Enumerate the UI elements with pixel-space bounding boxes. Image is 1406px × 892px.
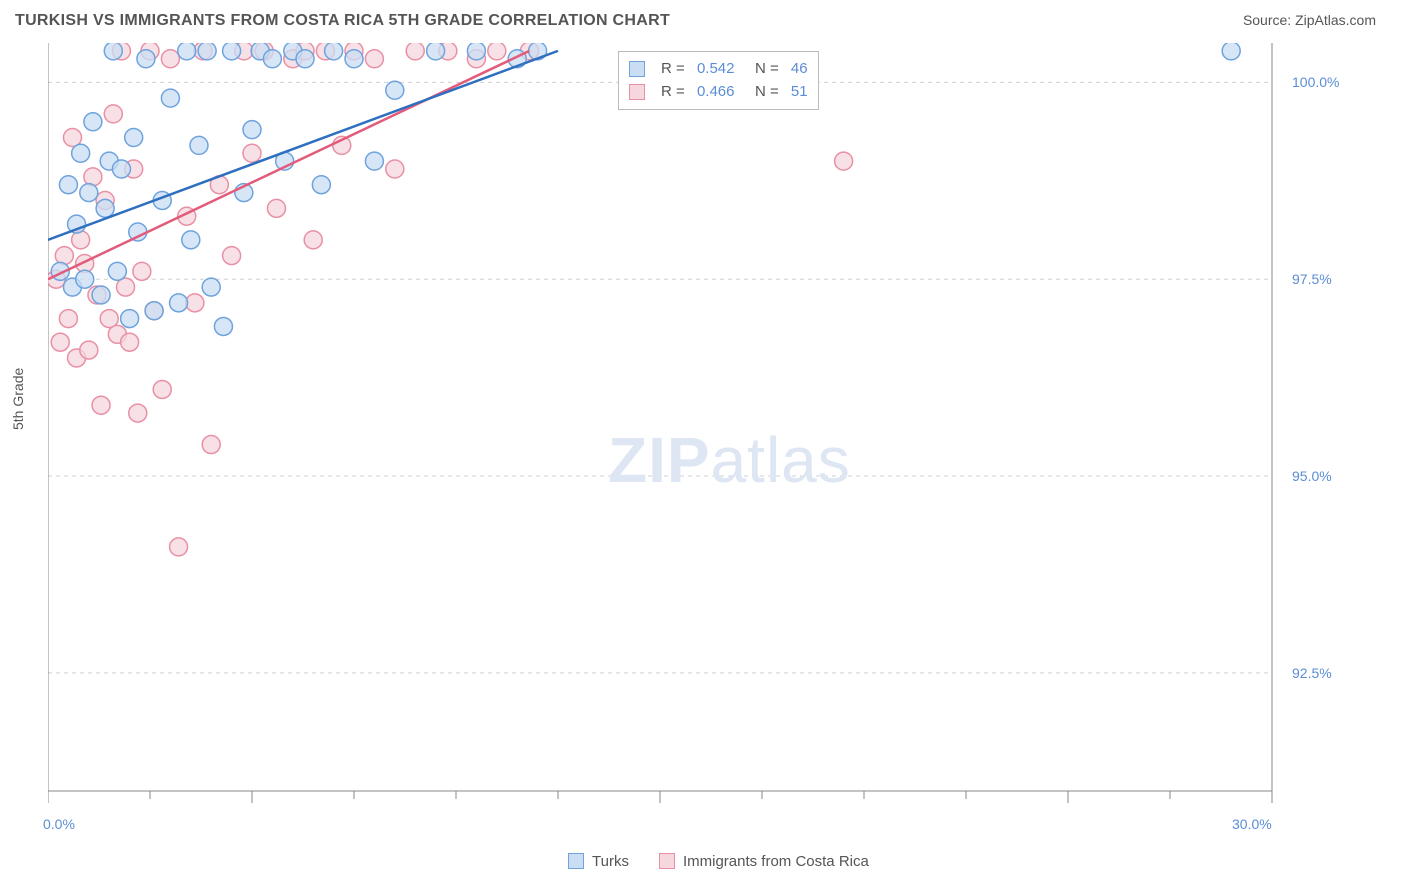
legend-n-label: N =	[742, 58, 782, 81]
swatch-turks	[629, 61, 645, 77]
x-tick-label: 0.0%	[43, 816, 75, 832]
source-prefix: Source:	[1243, 12, 1295, 28]
header: TURKISH VS IMMIGRANTS FROM COSTA RICA 5T…	[0, 0, 1406, 38]
legend-label-costa-rica: Immigrants from Costa Rica	[683, 853, 869, 870]
legend-r-costa-rica: 0.466	[697, 81, 735, 104]
y-tick-label: 100.0%	[1292, 74, 1339, 90]
legend-n-label: N =	[742, 81, 782, 104]
legend-label-turks: Turks	[592, 853, 629, 870]
source-name: ZipAtlas.com	[1295, 12, 1376, 28]
swatch-costa-rica	[629, 84, 645, 100]
correlation-legend: R = 0.542 N = 46 R = 0.466 N = 51	[618, 51, 819, 110]
legend-r-label: R =	[661, 58, 689, 81]
y-axis-label: 5th Grade	[10, 368, 26, 430]
legend-row-turks: R = 0.542 N = 46	[629, 58, 808, 81]
y-tick-label: 92.5%	[1292, 665, 1332, 681]
x-tick-label: 30.0%	[1232, 816, 1272, 832]
series-legend: Turks Immigrants from Costa Rica	[568, 853, 869, 870]
legend-item-costa-rica: Immigrants from Costa Rica	[659, 853, 869, 870]
y-tick-label: 95.0%	[1292, 468, 1332, 484]
source-attribution: Source: ZipAtlas.com	[1243, 12, 1376, 28]
legend-item-turks: Turks	[568, 853, 629, 870]
swatch-costa-rica	[659, 853, 675, 869]
legend-r-turks: 0.542	[697, 58, 735, 81]
chart-container: ZIPatlas R = 0.542 N = 46 R = 0.466 N = …	[48, 43, 1406, 803]
legend-n-turks: 46	[791, 58, 808, 81]
legend-n-costa-rica: 51	[791, 81, 808, 104]
scatter-chart	[48, 43, 1388, 803]
chart-title: TURKISH VS IMMIGRANTS FROM COSTA RICA 5T…	[15, 12, 670, 30]
legend-row-costa-rica: R = 0.466 N = 51	[629, 81, 808, 104]
swatch-turks	[568, 853, 584, 869]
y-tick-label: 97.5%	[1292, 271, 1332, 287]
legend-r-label: R =	[661, 81, 689, 104]
